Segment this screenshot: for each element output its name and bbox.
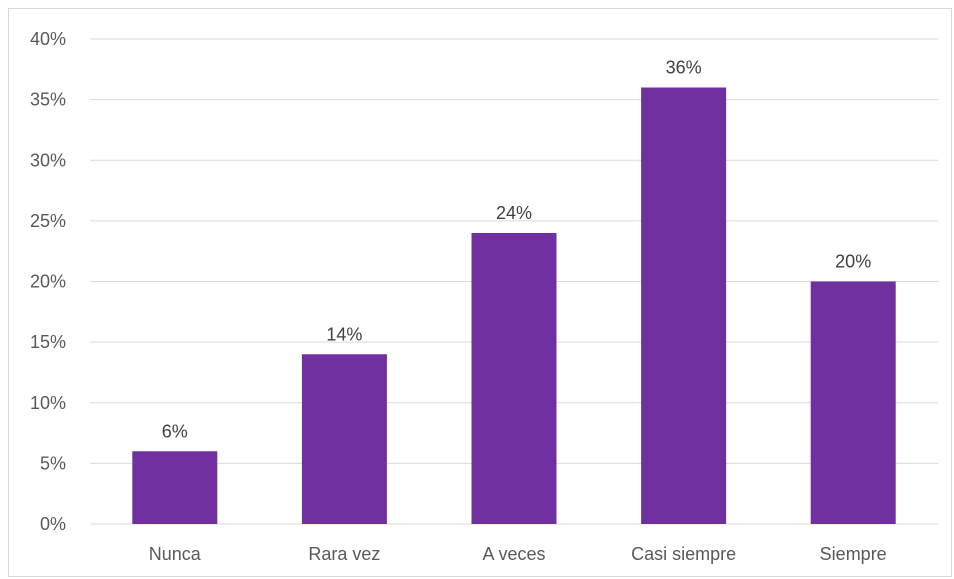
data-label: 36% bbox=[666, 58, 702, 78]
y-tick-label: 40% bbox=[30, 29, 66, 49]
x-tick-label: Rara vez bbox=[308, 544, 380, 564]
y-tick-label: 0% bbox=[40, 514, 66, 534]
x-axis-ticks: Nunca Rara vez A veces Casi siempre Siempre bbox=[149, 544, 887, 564]
x-tick-label: Siempre bbox=[820, 544, 887, 564]
x-tick-label: A veces bbox=[482, 544, 545, 564]
y-tick-label: 5% bbox=[40, 453, 66, 473]
bar bbox=[471, 233, 557, 524]
bar bbox=[301, 354, 387, 524]
y-tick-label: 10% bbox=[30, 393, 66, 413]
data-label: 14% bbox=[326, 324, 362, 344]
x-tick-label: Casi siempre bbox=[631, 544, 736, 564]
data-label: 6% bbox=[162, 421, 188, 441]
x-tick-label: Nunca bbox=[149, 544, 202, 564]
bar bbox=[641, 87, 727, 524]
bars bbox=[132, 87, 896, 524]
y-tick-label: 15% bbox=[30, 332, 66, 352]
bar bbox=[132, 451, 218, 524]
gridlines bbox=[90, 38, 938, 525]
y-axis-ticks: 0% 5% 10% 15% 20% 25% 30% 35% 40% bbox=[30, 29, 66, 534]
y-tick-label: 25% bbox=[30, 211, 66, 231]
y-tick-label: 20% bbox=[30, 272, 66, 292]
y-tick-label: 30% bbox=[30, 150, 66, 170]
data-label: 24% bbox=[496, 203, 532, 223]
data-labels: 6% 14% 24% 36% 20% bbox=[162, 58, 871, 442]
data-label: 20% bbox=[835, 252, 871, 272]
y-tick-label: 35% bbox=[30, 90, 66, 110]
bar bbox=[810, 281, 896, 524]
